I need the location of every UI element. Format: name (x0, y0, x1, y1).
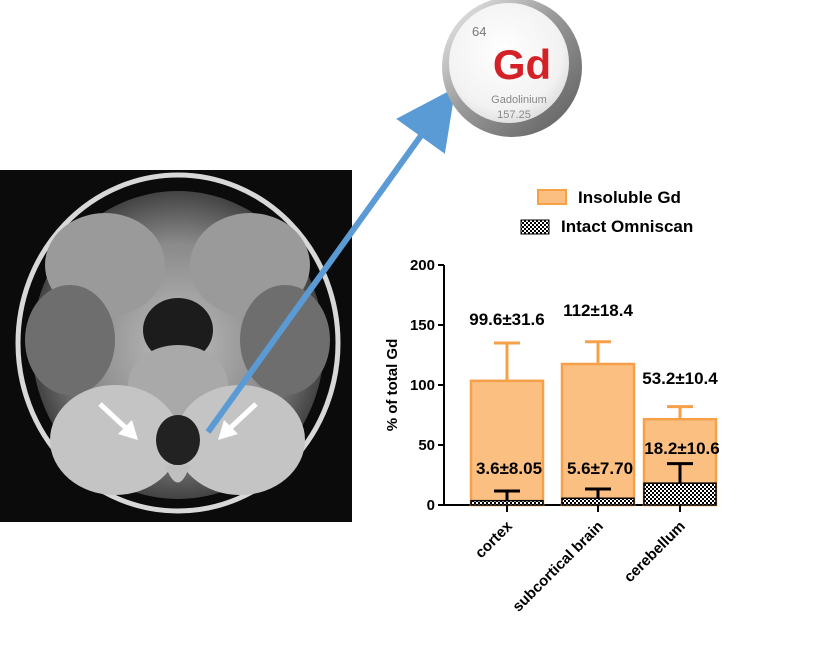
y-axis: 0 50 100 150 200 (410, 257, 445, 514)
bar-insoluble-0 (469, 379, 545, 507)
y-axis-label: % of total Gd (384, 339, 401, 432)
element-number: 64 (472, 24, 486, 39)
intact-value-label-0: 3.6±8.05 (476, 459, 542, 478)
y-tick-label: 50 (418, 437, 435, 454)
x-category-label-2: cerebellum (621, 518, 689, 586)
y-tick-label: 0 (427, 497, 435, 514)
chart-legend: Insoluble Gd Intact Omniscan (520, 188, 693, 236)
total-value-label-2: 53.2±10.4 (642, 369, 718, 388)
brain-mri-image (0, 170, 352, 522)
element-mass: 157.25 (497, 109, 531, 121)
intact-value-label-1: 5.6±7.70 (567, 459, 633, 478)
y-tick-label: 150 (410, 317, 435, 334)
y-tick-label: 200 (410, 257, 435, 274)
legend-label-intact: Intact Omniscan (561, 217, 693, 236)
legend-swatch-intact (520, 219, 550, 235)
mri-white-arrow-right (218, 402, 258, 440)
y-tick-label: 100 (410, 377, 435, 394)
intact-value-label-2: 18.2±10.6 (644, 439, 720, 458)
mri-white-arrow-left (98, 402, 138, 440)
total-value-label-0: 99.6±31.6 (469, 310, 545, 329)
gadolinium-element-badge: 64 Gd Gadolinium 157.25 (442, 0, 582, 137)
bar-intact-0 (470, 499, 544, 506)
legend-swatch-insoluble (537, 189, 567, 205)
bar-insoluble-1 (560, 362, 636, 507)
total-value-label-1: 112±18.4 (563, 301, 633, 320)
x-category-label-0: cortex (472, 517, 516, 561)
element-name: Gadolinium (491, 94, 547, 106)
bar-intact-1 (561, 497, 635, 506)
x-category-label-1: subcortical brain (509, 518, 606, 615)
bars-layer (469, 340, 718, 507)
bar-intact-2 (643, 482, 717, 506)
blue-pointer-arrow (205, 87, 456, 434)
legend-label-insoluble: Insoluble Gd (578, 188, 681, 207)
element-symbol: Gd (493, 41, 551, 88)
